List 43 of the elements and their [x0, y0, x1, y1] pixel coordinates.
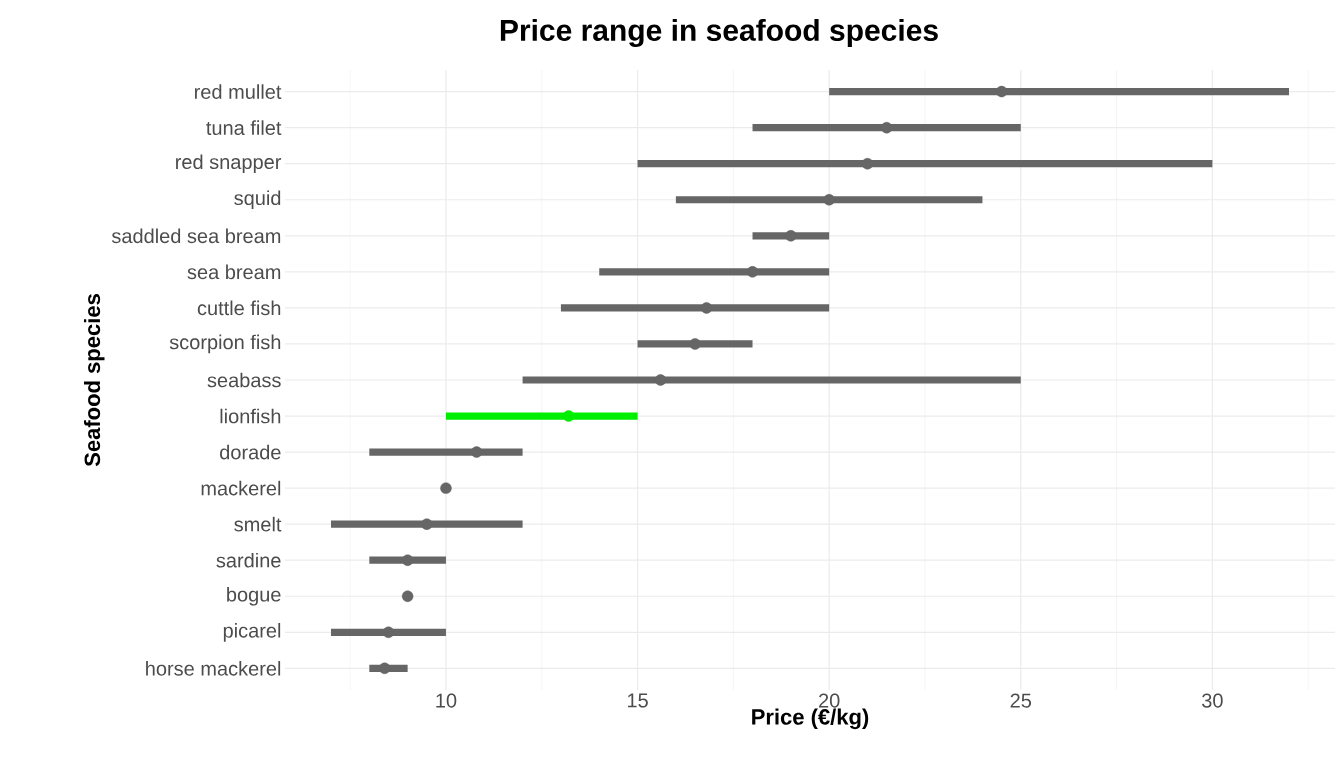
bar [599, 268, 830, 276]
bar [752, 124, 1021, 132]
y-tick-label: seabass [207, 372, 281, 388]
y-tick-label: horse mackerel [146, 661, 281, 676]
x-tick-label: 30 [1202, 693, 1223, 708]
y-tick-label: squid [234, 190, 281, 210]
bar [560, 304, 830, 312]
y-tick-label: red snapper [176, 154, 282, 174]
y-tick-label: saddled sea bream [111, 228, 281, 244]
x-tick-label: 20 [819, 693, 840, 708]
point [823, 194, 835, 206]
chart-title: Price range in seafood species [500, 18, 938, 48]
y-tick-label: dorade [220, 444, 281, 460]
y-tick-label: picarel [223, 622, 281, 642]
y-tick-label: scorpion fish [169, 334, 281, 354]
bar [637, 160, 1213, 168]
point [440, 482, 452, 494]
y-tick-label: mackerel [201, 480, 281, 496]
y-tick-label: sardine [216, 552, 281, 568]
x-tick-label: 15 [627, 693, 648, 708]
y-tick-label: lionfish [220, 408, 281, 424]
point [689, 338, 701, 350]
bar [445, 412, 638, 420]
y-tick-label: sea bream [187, 264, 281, 280]
x-axis-title: Price (€/kg) [752, 708, 869, 730]
y-axis-title: Seafood species [83, 294, 105, 467]
x-tick-label: 25 [1010, 693, 1032, 708]
bar [829, 88, 1290, 96]
point [746, 266, 759, 278]
bar [522, 376, 1021, 384]
bar [330, 520, 523, 528]
bar [675, 196, 983, 204]
y-tick-label: smelt [234, 516, 282, 532]
x-tick-label: 10 [436, 693, 457, 708]
y-tick-label: tuna filet [206, 120, 282, 135]
y-tick-label: bogue [227, 586, 281, 606]
bar [637, 340, 753, 348]
point [785, 230, 797, 242]
y-tick-label: cuttle fish [197, 300, 281, 316]
point [401, 590, 414, 602]
y-tick-label: red mullet [195, 84, 282, 99]
bar [369, 448, 523, 456]
point [421, 518, 433, 530]
